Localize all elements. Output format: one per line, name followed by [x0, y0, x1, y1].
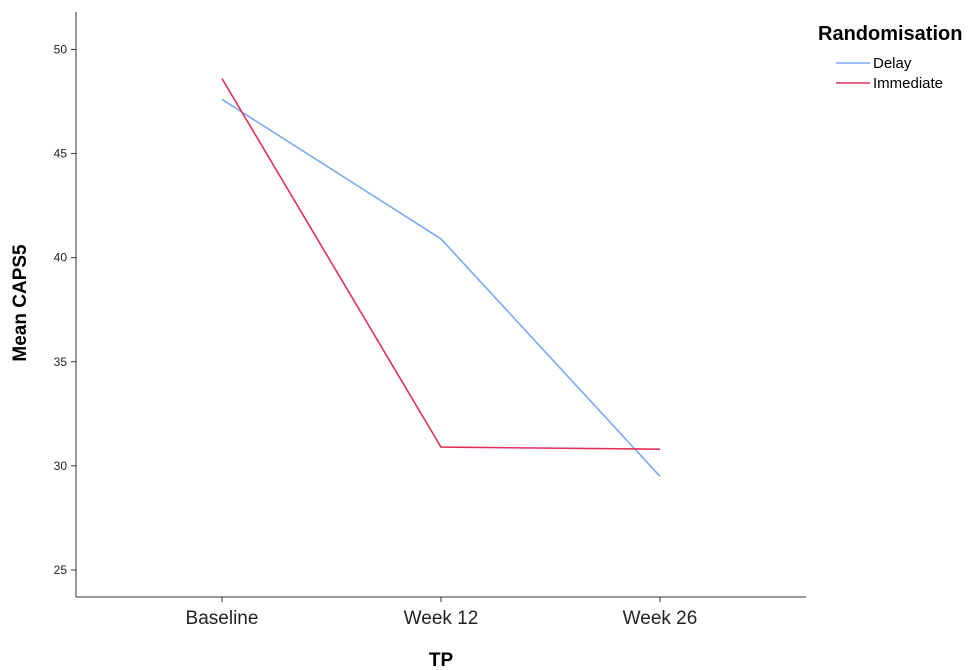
y-tick-label: 50 — [54, 42, 68, 56]
y-tick-label: 45 — [54, 147, 68, 161]
x-tick-label: Week 26 — [623, 608, 698, 629]
legend-label-delay: Delay — [873, 55, 912, 72]
series-line-delay — [221, 98, 661, 477]
series-lines — [221, 78, 661, 477]
y-tick-label: 40 — [54, 251, 68, 265]
legend-label-immediate: Immediate — [873, 75, 943, 92]
y-tick-label: 35 — [54, 355, 68, 369]
x-ticks: Baseline Week 12 Week 26 — [186, 597, 698, 629]
legend-title: Randomisation — [818, 23, 962, 45]
x-tick-label: Week 12 — [404, 608, 479, 629]
y-tick-label: 30 — [54, 459, 68, 473]
y-tick-label: 25 — [54, 563, 68, 577]
y-ticks: 25 30 35 40 45 50 — [54, 42, 76, 577]
legend: Randomisation Delay Immediate — [818, 23, 962, 92]
y-axis-title: Mean CAPS5 — [10, 244, 31, 362]
series-line-immediate — [221, 78, 661, 450]
x-tick-label: Baseline — [186, 608, 259, 629]
x-axis-title: TP — [429, 650, 454, 670]
legend-items: Delay Immediate — [836, 55, 943, 92]
axes — [75, 12, 806, 598]
